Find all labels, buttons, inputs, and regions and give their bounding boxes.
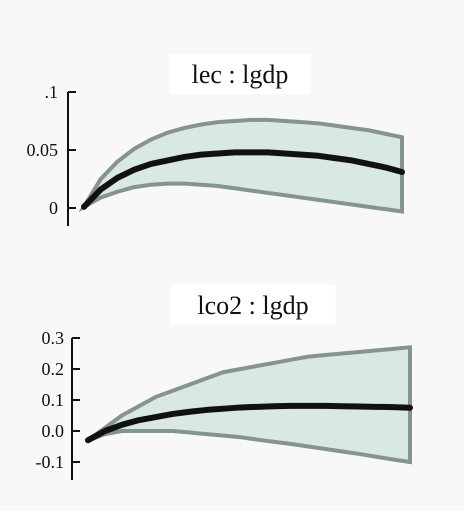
median-line [81,149,405,210]
y-tick-label: 0.05 [27,140,59,160]
y-tick-label: 0.0 [42,421,65,441]
confidence-band [78,117,404,214]
y-tick-label: 0.3 [42,328,65,348]
y-tick-label: 0 [49,198,58,218]
chart-title-box [170,285,336,325]
median-line [85,402,413,444]
chart-title: lco2 : lgdp [197,291,308,320]
y-tick-label: .1 [45,82,59,102]
chart-title: lec : lgdp [192,60,289,89]
chart-panel-1: lec : lgdp .1 0.05 0 [27,54,405,226]
y-tick-label: 0.2 [42,359,65,379]
chart-panel-2: lco2 : lgdp 0.3 0.2 0.1 0.0 -0.1 [36,285,413,480]
y-tick-label: -0.1 [36,452,65,472]
chart-title-box [169,54,311,94]
y-tick-label: 0.1 [42,390,65,410]
